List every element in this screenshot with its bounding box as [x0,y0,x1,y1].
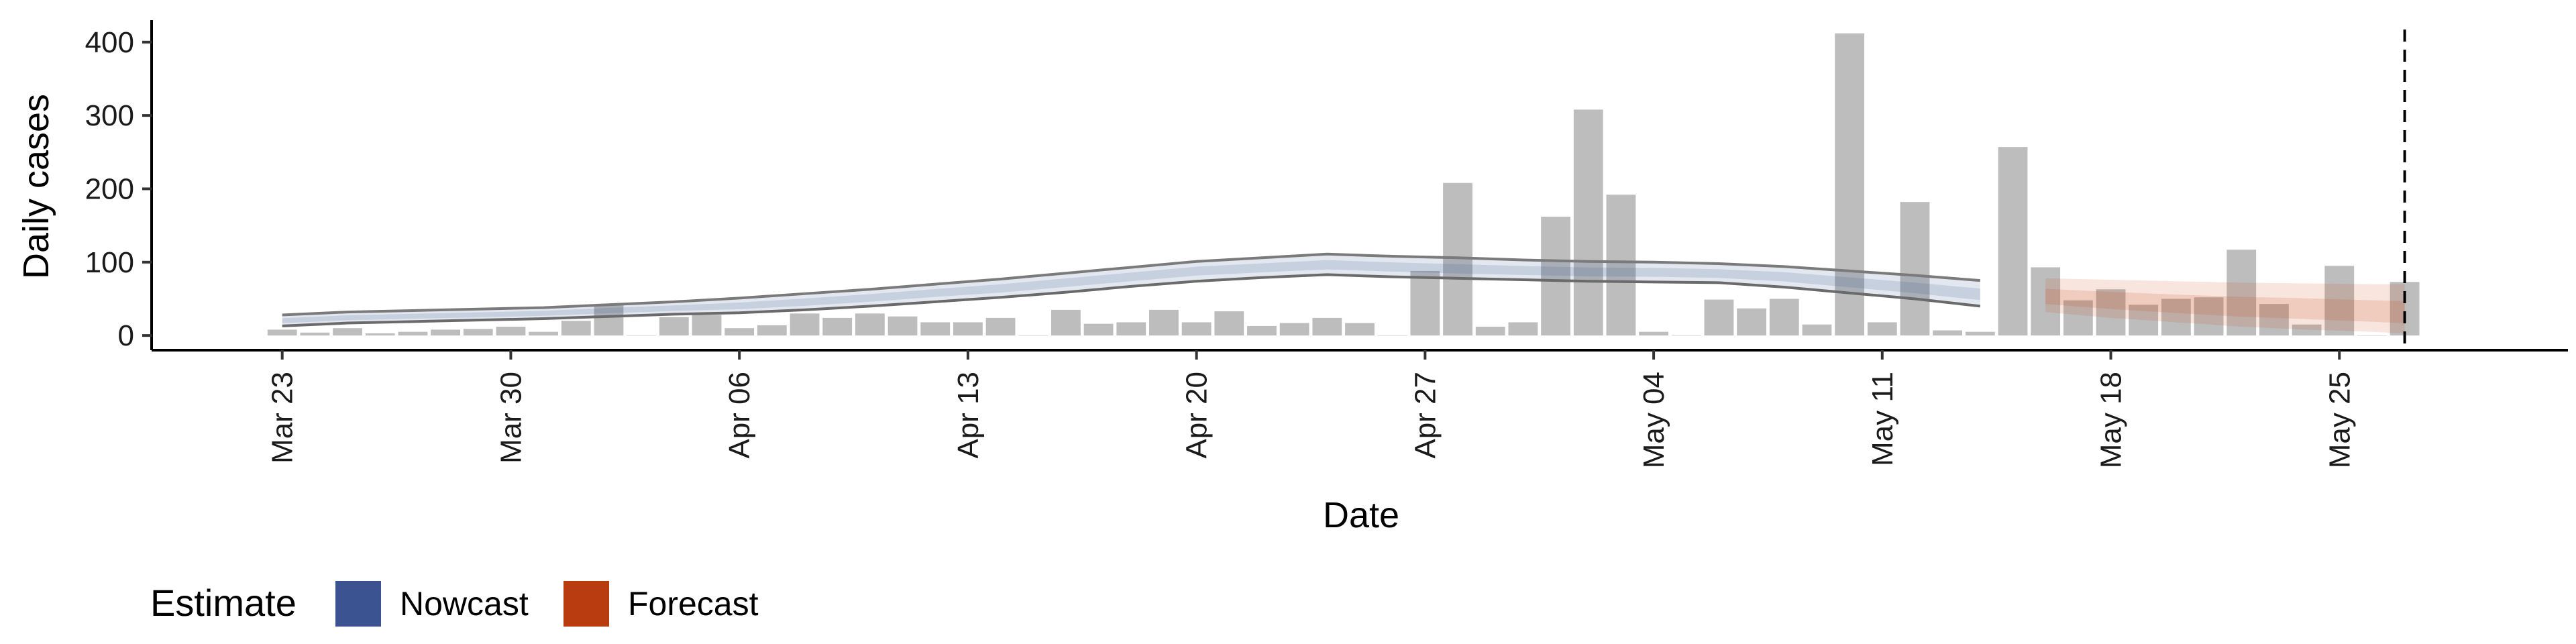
case-bar [431,329,460,336]
case-bar [1671,335,1701,336]
case-bar [561,321,591,336]
case-bar [2096,289,2126,336]
y-axis-title: Daily cases [16,94,56,279]
case-bar [1181,322,1212,336]
case-bar [1508,322,1538,336]
case-bar [2226,250,2257,336]
case-bar [1312,317,1342,336]
legend-label-forecast: Forecast [628,585,759,623]
y-tick-label: 0 [118,319,134,352]
case-bar [1345,323,1375,336]
legend: Estimate Nowcast Forecast [150,581,759,627]
case-bar [1541,217,1570,336]
case-bar [1116,322,1146,336]
case-bar [659,317,689,336]
case-bar [1704,299,1734,336]
case-bar [1279,323,1309,336]
case-bar [953,322,983,336]
nowcast-band-90 [282,254,1980,326]
case-bar [2292,324,2322,336]
case-bar [300,332,330,336]
y-tick-label: 100 [85,246,134,279]
case-bar [365,333,395,336]
case-bar [2259,304,2289,336]
nowcast-band-50 [282,260,1980,323]
case-bar [1051,309,1081,336]
case-bar [2324,266,2355,336]
x-axis-ticks: Mar 23 Mar 30 Apr 06 Apr 13 Apr 20 Apr 27 May … [266,350,2356,468]
legend-label-nowcast: Nowcast [400,585,529,623]
x-tick-label: May 04 [1638,372,1670,468]
case-bar [1606,195,1636,336]
y-tick-label: 200 [85,172,134,205]
case-bar [1475,327,1505,336]
case-bar [1247,325,1277,336]
case-bar [692,315,722,336]
case-bar [594,305,624,336]
case-bar [1737,308,1767,336]
forecast-band-90 [2045,278,2405,333]
case-bar [2390,282,2420,336]
case-bar [757,325,787,336]
case-bar [1410,270,1440,336]
case-bar [985,317,1016,336]
legend-swatch-forecast [564,581,609,627]
x-axis-title: Date [1323,495,1399,535]
x-tick-label: May 25 [2323,372,2356,468]
case-bar [790,313,820,336]
x-tick-label: Apr 13 [952,372,985,459]
case-bar [1835,33,1865,336]
x-tick-label: Apr 27 [1409,372,1442,459]
forecast-band-50 [2045,288,2405,323]
case-bar [1377,335,1407,336]
bars-layer [267,33,2420,336]
case-bar [1018,335,1049,336]
y-tick-label: 300 [85,99,134,132]
bands-layer [282,252,2405,333]
case-bar [1214,311,1244,336]
case-bar [2031,267,2061,336]
case-bar [1573,109,1603,336]
x-tick-label: Apr 06 [723,372,756,459]
case-bar [1933,330,1963,336]
nowcast-upper-line [282,252,1980,317]
case-bar [398,331,428,336]
case-bar [1769,299,1799,336]
case-bar [1639,331,1668,336]
legend-swatch-nowcast [335,581,381,627]
x-tick-label: May 18 [2095,372,2128,468]
case-bar [888,316,918,336]
y-axis-ticks: 0 100 200 300 400 [85,26,152,352]
case-bar [2194,297,2224,336]
case-bar [1965,331,1995,336]
case-bar [1149,309,1179,336]
case-bar [267,329,297,336]
legend-title: Estimate [150,582,297,624]
y-tick-label: 400 [85,26,134,59]
case-bar [2063,300,2093,336]
case-bar [627,335,657,336]
case-bar [1802,324,1832,336]
x-tick-label: Apr 20 [1181,372,1214,459]
case-bar [2357,335,2387,336]
case-bar [496,327,526,336]
case-bar [529,331,559,336]
x-tick-label: Mar 30 [494,372,527,464]
x-tick-label: Mar 23 [266,372,299,464]
case-bar [2129,305,2159,336]
nowcast-lower-line [282,273,1981,327]
case-bar [920,322,951,336]
case-bar [724,328,755,336]
x-tick-label: May 11 [1866,372,1899,466]
case-bar [1900,202,1930,336]
case-bar [333,328,362,336]
case-bar [1083,323,1114,336]
case-bar [1867,322,1897,336]
case-bar [822,317,853,336]
case-bar [855,313,885,336]
case-bar [2161,299,2191,336]
case-bar [463,329,493,336]
case-bar [1998,147,2028,336]
